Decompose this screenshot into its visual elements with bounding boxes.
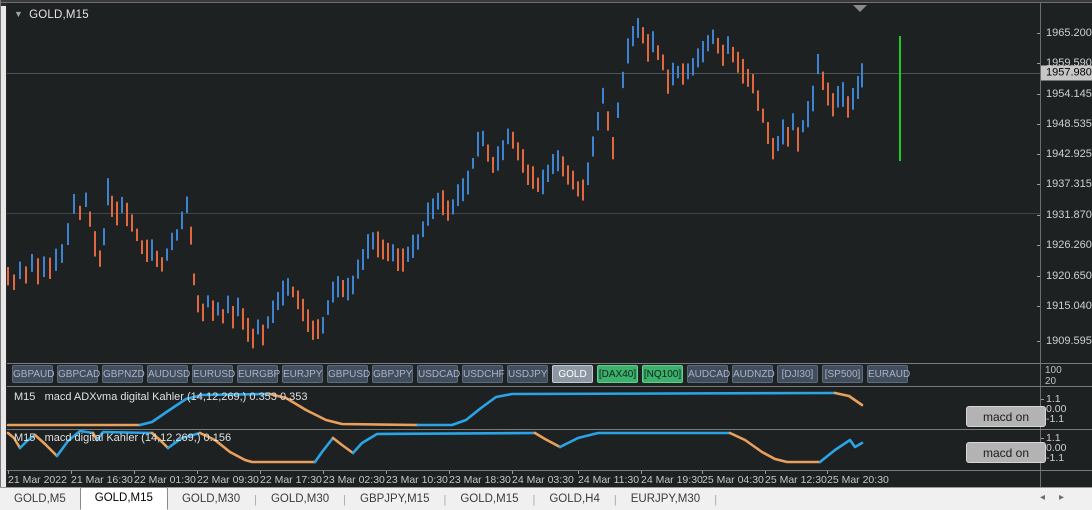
subwindow-scale-top: 100: [1045, 365, 1062, 376]
tab-separator: |: [613, 493, 617, 506]
indicator-axis-label: 0.00: [1046, 442, 1067, 454]
time-axis-label: 22 Mar 01:30: [134, 474, 196, 486]
chart-title-text: GOLD,M15: [29, 9, 89, 21]
tab-scroll-left-icon[interactable]: ◂: [1039, 492, 1059, 503]
time-axis-label: 23 Mar 18:30: [449, 474, 511, 486]
symbol-button-usdchf[interactable]: USDCHF: [462, 365, 505, 383]
chart-tab-gold-h4[interactable]: GOLD,H4: [549, 493, 600, 505]
symbol-button-audnzd[interactable]: AUDNZD: [732, 365, 775, 383]
indicator-axis-label: 1.1: [1046, 432, 1061, 444]
time-axis-label: 22 Mar 17:30: [260, 474, 322, 486]
symbol-button-gbpaud[interactable]: GBPAUD: [12, 365, 55, 383]
indicator-axis-label: -1.1: [1046, 452, 1065, 464]
separator-symbols-panel1[interactable]: [7, 386, 1092, 387]
symbol-button-sp500[interactable]: [SP500]: [822, 365, 863, 383]
current-price-badge: 1957.980: [1041, 65, 1092, 81]
symbol-button-eurusd[interactable]: EURUSD: [192, 365, 235, 383]
symbol-button-usdjpy[interactable]: USDJPY: [507, 365, 548, 383]
window-top-edge: [0, 0, 1092, 3]
symbol-button-eurjpy[interactable]: EURJPY: [282, 365, 323, 383]
time-axis-label: 25 Mar 04:30: [702, 474, 764, 486]
tab-scroll-arrows[interactable]: ◂▸: [1040, 492, 1078, 503]
chevron-down-icon: ▼: [14, 9, 24, 19]
macd-toggle-button-1[interactable]: macd on: [966, 406, 1046, 427]
chart-tab-gold-m5[interactable]: GOLD,M5: [14, 493, 66, 505]
symbol-button-gbpcad[interactable]: GBPCAD: [57, 365, 100, 383]
separator-panel2-timeaxis: [7, 470, 1092, 471]
time-axis-label: 22 Mar 09:30: [197, 474, 259, 486]
separator-panel1-panel2[interactable]: [7, 429, 1092, 430]
chart-shift-marker-icon[interactable]: [853, 5, 867, 12]
chart-tab-gold-m30[interactable]: GOLD,M30: [270, 493, 330, 505]
symbol-button-eurgbp[interactable]: EURGBP: [237, 365, 280, 383]
window-left-edge: [0, 0, 1, 487]
indicator-label-2: M15 macd digital Kahler (14,12,269,) 0.1…: [14, 432, 232, 444]
symbol-button-usdcad[interactable]: USDCAD: [417, 365, 460, 383]
price-axis-label: 1954.145: [1046, 88, 1092, 100]
indicator-label-1: M15 macd ADXvma digital Kahler (14,12,26…: [14, 391, 308, 403]
symbol-button-audcad[interactable]: AUDCAD: [687, 365, 730, 383]
price-axis-label: 1937.315: [1046, 178, 1092, 190]
time-axis-label: 25 Mar 12:30: [765, 474, 827, 486]
price-axis-label: 1948.535: [1046, 118, 1092, 130]
price-axis-label: 1942.925: [1046, 148, 1092, 160]
subwindow-scale-bottom: 20: [1045, 376, 1057, 387]
price-axis-label: 1931.870: [1046, 209, 1092, 221]
time-axis-label: 21 Mar 16:30: [71, 474, 133, 486]
time-axis-label: 24 Mar 11:30: [578, 474, 640, 486]
symbol-button-gold[interactable]: GOLD: [552, 365, 593, 383]
time-axis-label: 25 Mar 20:30: [827, 474, 889, 486]
chart-tab-eurjpy-m30[interactable]: EURJPY,M30: [630, 493, 701, 505]
time-axis-label: 23 Mar 02:30: [323, 474, 385, 486]
symbol-button-dax40[interactable]: [DAX40]: [597, 365, 638, 383]
tab-separator: |: [254, 493, 257, 506]
price-axis-label: 1965.200: [1046, 27, 1092, 39]
tab-separator: |: [714, 493, 718, 506]
symbol-button-dji30[interactable]: [DJI30]: [777, 365, 818, 383]
tab-separator: |: [443, 493, 447, 506]
tab-separator: |: [343, 493, 346, 506]
chart-title: ▼ GOLD,M15: [14, 9, 89, 21]
price-axis-label: 1915.040: [1046, 300, 1092, 312]
tab-scroll-right-icon[interactable]: ▸: [1058, 492, 1078, 503]
time-axis-label: 24 Mar 19:30: [641, 474, 703, 486]
symbol-button-nq100[interactable]: [NQ100]: [642, 365, 683, 383]
symbol-button-euraud[interactable]: EURAUD: [867, 365, 910, 383]
symbol-button-gbpnzd[interactable]: GBPNZD: [102, 365, 145, 383]
tab-separator: |: [532, 493, 536, 506]
time-axis-label: 21 Mar 2022: [8, 474, 67, 486]
chart-window-background: [7, 2, 1092, 487]
symbol-button-gbpusd[interactable]: GBPUSD: [327, 365, 370, 383]
price-axis-label: 1920.650: [1046, 270, 1092, 282]
window-left-strip: [1, 6, 6, 487]
chart-tab-gbpjpy-m15[interactable]: GBPJPY,M15: [360, 493, 430, 505]
indicator-axis-label: 0.00: [1046, 403, 1067, 415]
indicator-axis-label: 1.1: [1046, 393, 1061, 405]
time-axis-label: 23 Mar 10:30: [386, 474, 448, 486]
symbol-button-bar: GBPAUD GBPCAD GBPNZD AUDUSD EURUSD EURGBP EURJ…: [12, 365, 912, 385]
time-axis-label: 24 Mar 03:30: [512, 474, 574, 486]
price-axis-label: 1909.595: [1046, 335, 1092, 347]
indicator-axis-label: -1.1: [1046, 413, 1065, 425]
chart-tab-gold-m30[interactable]: GOLD,M30: [181, 493, 241, 505]
chart-tab-gold-m15[interactable]: GOLD,M15: [79, 487, 168, 510]
price-axis-label: 1926.260: [1046, 239, 1092, 251]
chart-tab-gold-m15[interactable]: GOLD,M15: [460, 493, 519, 505]
price-axis-separator: [1040, 2, 1041, 487]
symbol-button-gbpjpy[interactable]: GBPJPY: [372, 365, 413, 383]
symbol-button-audusd[interactable]: AUDUSD: [147, 365, 190, 383]
macd-toggle-button-2[interactable]: macd on: [966, 442, 1046, 463]
separator-chart-symbols: [7, 363, 1092, 364]
chart-tab-bar: GOLD,M5 GOLD,M15 GOLD,M30 | GOLD,M30 | GBPJPY,…: [0, 487, 1092, 510]
